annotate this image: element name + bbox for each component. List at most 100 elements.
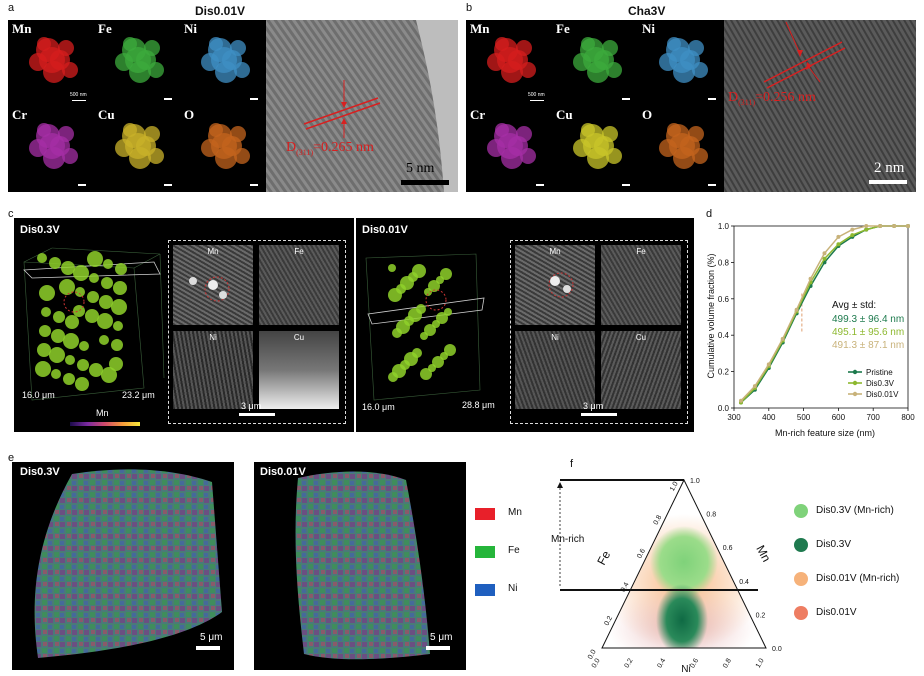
panel-c-right-title: Dis0.01V [362, 224, 408, 236]
data-point [878, 224, 883, 228]
a-map-label: Ni [184, 21, 197, 36]
data-point [836, 242, 841, 247]
a-map-label: Fe [98, 21, 112, 36]
scale-bar [622, 184, 630, 186]
tomography-3d-dis03v [23, 247, 165, 426]
ternary-legend-label: Dis0.3V [816, 539, 852, 550]
ternary-legend-label: Dis0.01V [816, 607, 857, 618]
b-map-label: Fe [556, 21, 570, 36]
b-map-ni: Ni [638, 20, 724, 106]
scale-bar [164, 184, 172, 186]
b-map-label: O [642, 107, 653, 122]
cumulative-fraction-chart: 300 400 500 600 700 800 0.0 0.2 0.4 0.6 0.8 1.0 Pri… [706, 222, 915, 438]
scale-bar [530, 100, 544, 101]
dim-label-c-left-1: 16.0 μm [22, 390, 55, 400]
panel-c-letter: c [8, 208, 14, 220]
dim-label-c-left-2: 23.2 μm [122, 390, 155, 400]
avg-line-dis001v: 491.3 ± 87.1 nm [832, 340, 904, 351]
ternary-axis-mn: Mn [753, 543, 773, 564]
slice-tile-cu-left: Cu [259, 331, 339, 409]
ternary-legend-marker [794, 572, 808, 586]
a-map-ni: Ni [180, 20, 266, 106]
slice-tile-mn-left: Mn [173, 245, 253, 325]
slice-tile-mn-right: Mn [515, 245, 595, 325]
a-map-o: O [180, 106, 266, 192]
a-map-label: Cu [98, 107, 115, 122]
ternary-axis-ni: Ni [681, 664, 690, 674]
ternary-left-tick: 0.0 [587, 649, 598, 661]
panel-e-letter: e [8, 452, 15, 464]
data-point [864, 227, 869, 232]
ternary-bottom-tick: 1.0 [755, 657, 766, 669]
y-tick-label: 0.2 [718, 368, 730, 377]
panel-b-frame: Mn 500 nm Fe Ni Cr Cu O D(311)=0.256 nm 2 nm [466, 20, 916, 192]
ternary-bottom-tick: 0.8 [722, 657, 733, 669]
scale-bar [622, 98, 630, 100]
slice-tile-cu-right: Cu [601, 331, 681, 409]
a-map-fe: Fe [94, 20, 180, 106]
slice-tile-ni-left: Ni [173, 331, 253, 409]
d-spacing-label-a: D(311)=0.265 nm [286, 140, 374, 157]
panel-c-divider [354, 218, 356, 432]
hrtem-image-b: D(311)=0.256 nm 2 nm [724, 20, 916, 192]
y-tick-label: 0.8 [718, 258, 730, 267]
avg-line-dis03v: 495.1 ± 95.6 nm [832, 327, 904, 338]
slice-tile-fe-right: Fe [601, 245, 681, 325]
panel-c-frame: Dis0.3V 16.0 μm 23.2 μm Mn Mn Fe Ni [14, 218, 694, 432]
data-point [906, 224, 910, 228]
legend-swatch-fe [475, 546, 495, 558]
x-tick-label: 700 [867, 413, 881, 422]
scale-label-c-right: 3 μm [583, 401, 604, 411]
y-tick-label: 1.0 [718, 222, 730, 231]
ternary-left-tick: 0.2 [603, 615, 614, 627]
a-map-label: Cr [12, 107, 28, 122]
scale-bar-label: 500 nm [528, 92, 545, 98]
data-point [850, 227, 855, 232]
x-tick-label: 800 [901, 413, 915, 422]
panel-a-frame: Mn 500 nm Fe Ni Cr Cu O D(311)=0.265 nm 5 nm [8, 20, 458, 192]
data-point [780, 336, 785, 341]
data-point [836, 234, 841, 239]
dim-label-c-right-1: 16.0 μm [362, 402, 395, 412]
b-map-cr: Cr [466, 106, 552, 192]
legend-entry: Dis0.3V [866, 379, 895, 388]
scale-bar [250, 98, 258, 100]
panel-e-right-title: Dis0.01V [260, 466, 306, 478]
panel-a-title: Dis0.01V [195, 4, 246, 18]
panel-d-letter: d [706, 208, 713, 220]
data-point [794, 307, 799, 312]
slice-tile-fe-left: Fe [259, 245, 339, 325]
ternary-right-tick: 0.0 [772, 646, 782, 653]
b-map-cu: Cu [552, 106, 638, 192]
scale-bar [250, 184, 258, 186]
data-point [752, 384, 757, 389]
ternary-right-tick: 0.6 [723, 545, 733, 552]
slice-box-left: Mn Fe Ni Cu 3 μm [168, 240, 346, 424]
legend-swatch-ni [475, 584, 495, 596]
b-map-label: Ni [642, 21, 655, 36]
panel-e-left-title: Dis0.3V [20, 466, 60, 478]
scale-bar [78, 184, 86, 186]
legend-entry: Pristine [866, 368, 893, 377]
legend-label-ni: Ni [508, 583, 518, 594]
data-point [850, 233, 855, 238]
b-map-mn: Mn 500 nm [466, 20, 552, 106]
panel-b-title: Cha3V [628, 4, 666, 18]
b-map-label: Cr [470, 107, 486, 122]
ternary-plot: 0.00.20.40.60.81.0 1.00.80.60.40.20.00.0 0… [551, 478, 782, 674]
scale-bar [708, 98, 716, 100]
d-spacing-label-b: D(311)=0.256 nm [728, 90, 816, 107]
ternary-right-tick: 0.8 [706, 512, 716, 519]
b-map-o: O [638, 106, 724, 192]
y-tick-label: 0.4 [718, 331, 730, 340]
hrtem-image-a: D(311)=0.265 nm 5 nm [266, 20, 458, 192]
scale-bar [72, 100, 86, 101]
y-tick-label: 0.6 [718, 295, 730, 304]
scale-label-e-left: 5 μm [200, 632, 223, 643]
a-map-cr: Cr [8, 106, 94, 192]
rgb-volume-dis03v: Dis0.3V 5 μm [12, 462, 234, 670]
ternary-left-tick: 1.0 [669, 481, 680, 493]
ternary-bottom-tick: 0.4 [656, 657, 667, 669]
b-map-label: Cu [556, 107, 573, 122]
data-point [766, 362, 771, 367]
